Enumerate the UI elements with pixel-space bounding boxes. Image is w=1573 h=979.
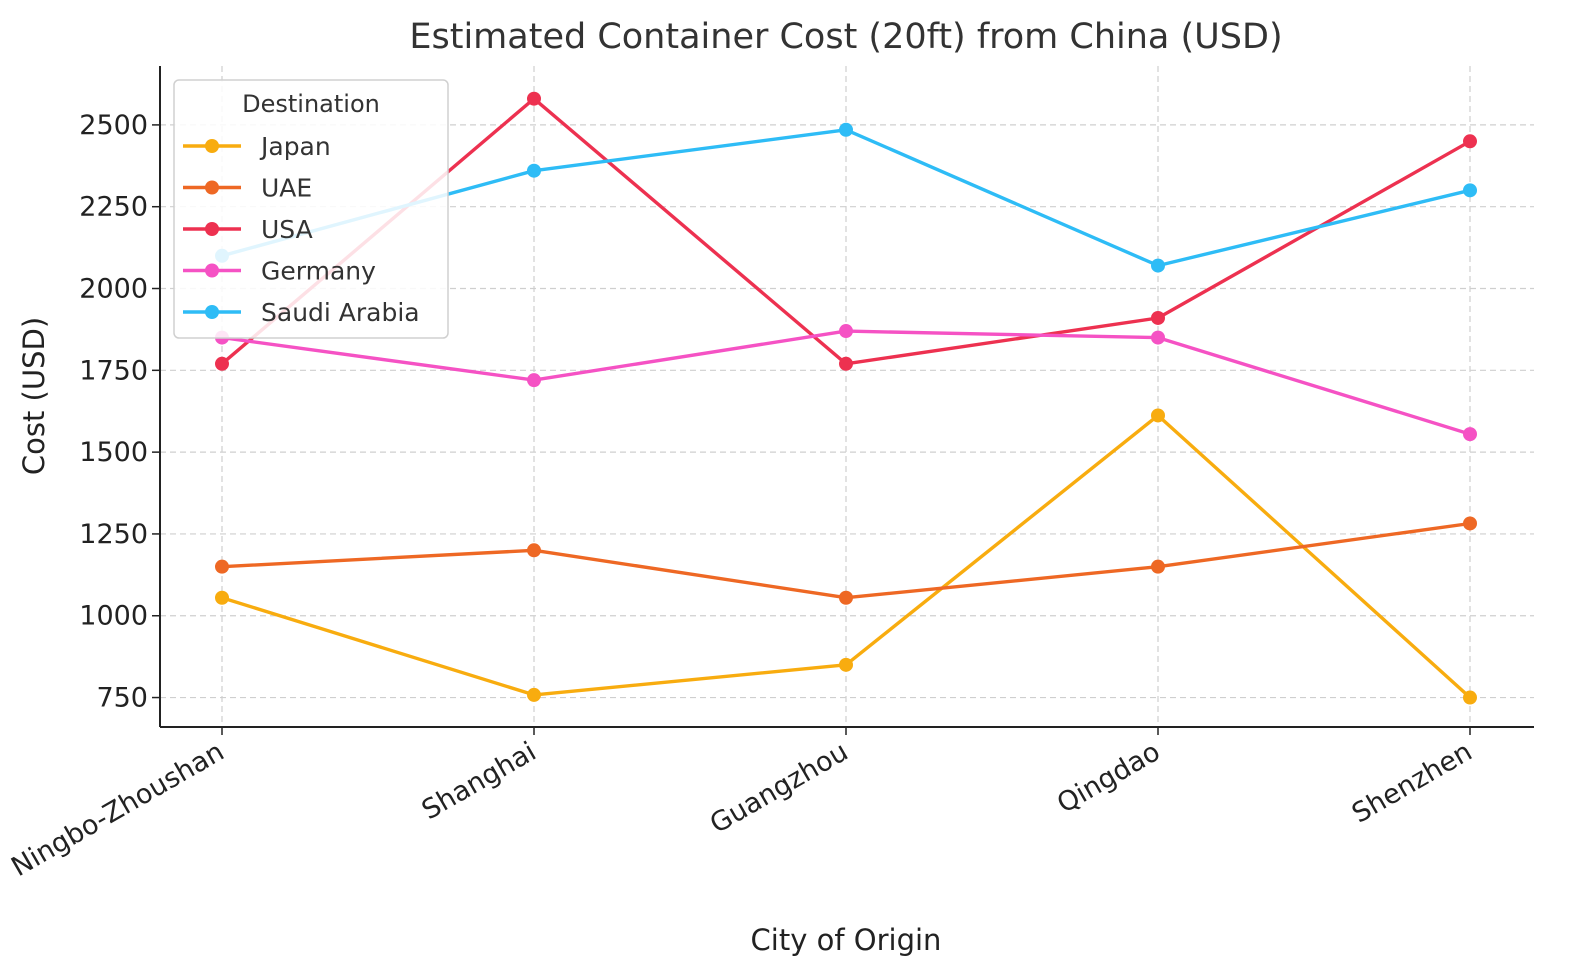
x-ticks: Ningbo-Zhoushan Shanghai Guangzhou Qingdao S… bbox=[6, 727, 1478, 883]
y-axis-label: Cost (USD) bbox=[17, 317, 51, 475]
x-tick-label: Guangzhou bbox=[705, 736, 854, 840]
x-tick-label: Qingdao bbox=[1052, 736, 1166, 819]
data-point bbox=[839, 324, 853, 339]
data-point bbox=[1151, 330, 1165, 345]
legend-entry: Japan bbox=[183, 132, 331, 161]
series-japan bbox=[215, 408, 1477, 705]
data-point bbox=[527, 163, 541, 178]
x-tick-label: Shanghai bbox=[417, 736, 542, 826]
legend-swatch-marker bbox=[205, 139, 219, 153]
legend-entry: UAE bbox=[183, 174, 312, 203]
data-point bbox=[215, 356, 229, 371]
data-point bbox=[839, 657, 853, 672]
data-point bbox=[215, 590, 229, 605]
data-point bbox=[1463, 427, 1477, 442]
grid bbox=[160, 66, 1534, 727]
data-point bbox=[215, 559, 229, 574]
data-point bbox=[839, 122, 853, 137]
legend-title: Destination bbox=[242, 90, 380, 118]
data-point bbox=[527, 687, 541, 702]
y-ticks: 750 1000 1250 1500 1750 2000 2250 2500 bbox=[79, 110, 160, 714]
y-tick-label: 2500 bbox=[79, 110, 148, 141]
legend-label: Japan bbox=[259, 132, 331, 161]
legend-label: USA bbox=[261, 215, 313, 244]
y-tick-label: 1750 bbox=[79, 355, 148, 386]
y-tick-label: 2250 bbox=[79, 192, 148, 223]
legend-swatch-marker bbox=[205, 222, 219, 236]
data-point bbox=[527, 91, 541, 106]
legend-swatch-marker bbox=[205, 263, 219, 278]
y-tick-label: 1500 bbox=[79, 437, 148, 468]
legend-entry: USA bbox=[183, 215, 313, 244]
x-axis-label: City of Origin bbox=[751, 923, 942, 957]
y-tick-label: 1000 bbox=[79, 601, 148, 632]
data-point bbox=[839, 590, 853, 605]
data-point bbox=[839, 356, 853, 371]
data-point bbox=[1463, 183, 1477, 198]
data-point bbox=[1151, 258, 1165, 273]
data-point bbox=[1463, 516, 1477, 531]
data-point bbox=[1151, 408, 1165, 423]
data-point bbox=[527, 543, 541, 558]
data-point bbox=[1151, 310, 1165, 325]
legend-swatch-marker bbox=[205, 180, 219, 195]
data-point bbox=[1151, 559, 1165, 574]
data-point bbox=[1463, 690, 1477, 705]
legend: Destination Japan UAE USA Germany Saudi Arab… bbox=[173, 79, 449, 339]
data-point bbox=[1463, 134, 1477, 149]
x-tick-label: Ningbo-Zhoushan bbox=[6, 736, 229, 883]
legend-swatch-marker bbox=[205, 305, 219, 319]
data-point bbox=[527, 373, 541, 388]
legend-entry: Germany bbox=[183, 257, 376, 286]
legend-label: UAE bbox=[261, 174, 312, 203]
y-tick-label: 750 bbox=[96, 683, 148, 714]
series-uae bbox=[215, 516, 1477, 605]
legend-label: Germany bbox=[261, 257, 376, 286]
legend-items: Japan UAE USA Germany Saudi Arabia bbox=[183, 132, 420, 327]
x-tick-label: Shenzhen bbox=[1347, 736, 1478, 829]
legend-label: Saudi Arabia bbox=[261, 298, 420, 327]
legend-box bbox=[173, 79, 449, 339]
axes bbox=[159, 66, 1534, 728]
chart-title: Estimated Container Cost (20ft) from Chi… bbox=[409, 17, 1282, 57]
legend-entry: Saudi Arabia bbox=[183, 298, 420, 327]
y-tick-label: 2000 bbox=[79, 274, 148, 305]
y-tick-label: 1250 bbox=[79, 519, 148, 550]
